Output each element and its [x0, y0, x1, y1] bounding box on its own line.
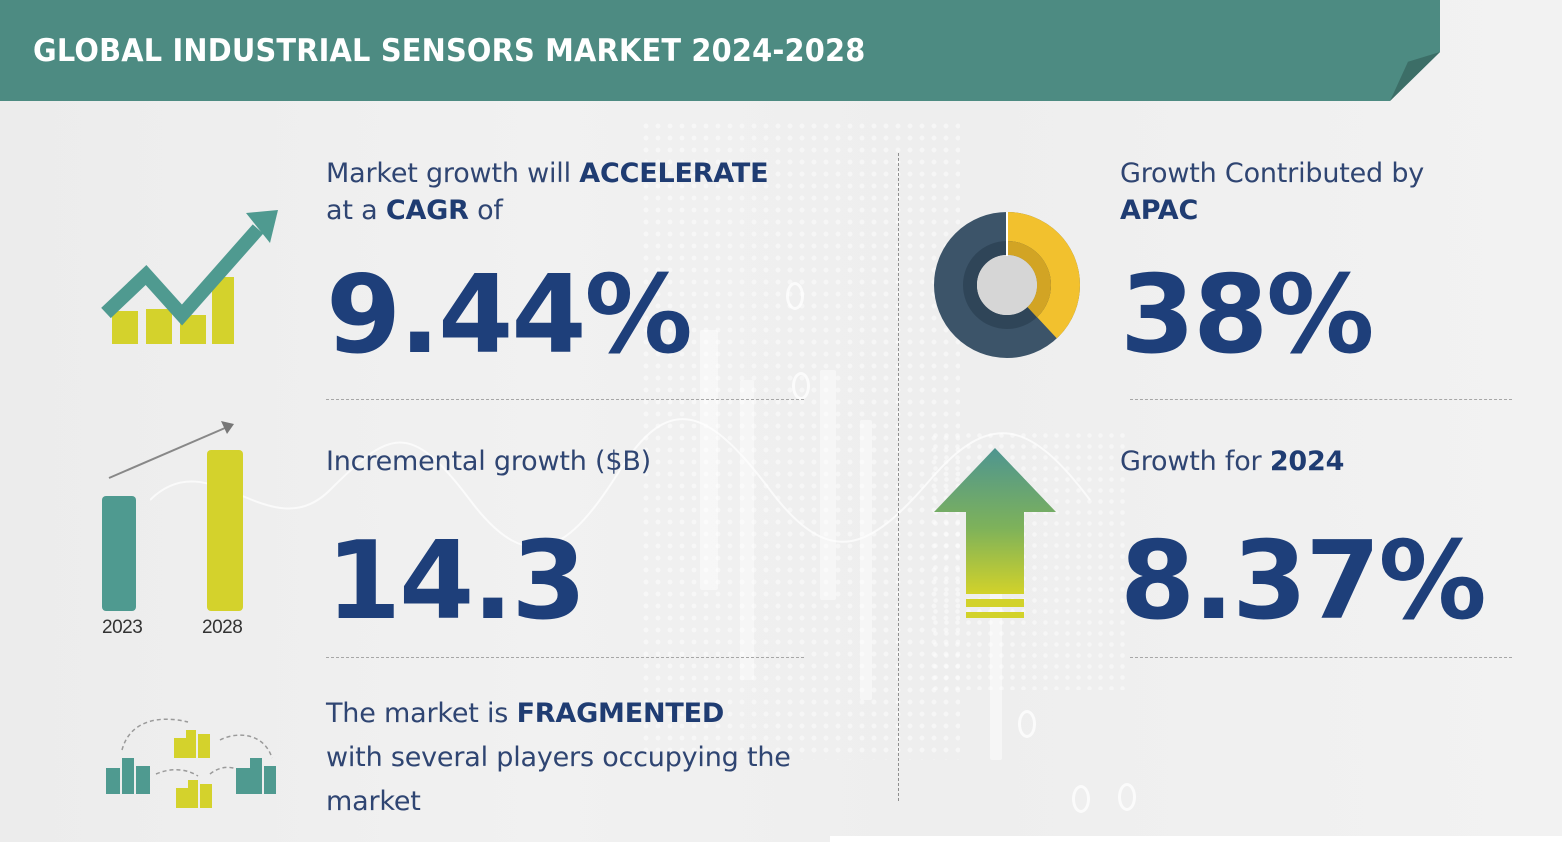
incremental-label: Incremental growth ($B): [326, 446, 651, 477]
connected-buildings-icon: [106, 718, 276, 808]
bar-label-2028: 2028: [202, 617, 243, 638]
title-banner: [0, 0, 1440, 101]
yoy-value: 8.37%: [1120, 519, 1487, 644]
cagr-description: Market growth will ACCELERATE at a CAGR …: [326, 158, 769, 226]
yoy-description: Growth for 2024: [1120, 446, 1345, 477]
divider-cagr: [326, 399, 804, 400]
region-description: Growth Contributed by APAC: [1120, 158, 1425, 226]
bar-label-2023: 2023: [102, 617, 143, 638]
bar-comparison-icon: [102, 421, 243, 611]
divider-yoy: [1130, 657, 1512, 658]
growth-chart-arrow-icon: [101, 210, 278, 344]
fragmented-description: The market is FRAGMENTED with several pl…: [326, 698, 791, 817]
cagr-value: 9.44%: [326, 253, 693, 378]
region-value: 38%: [1120, 253, 1375, 378]
page-title: GLOBAL INDUSTRIAL SENSORS MARKET 2024-20…: [33, 33, 866, 69]
donut-chart-icon: [934, 212, 1080, 358]
divider-incremental: [326, 657, 804, 658]
divider-region: [1130, 399, 1512, 400]
incremental-value: 14.3: [326, 519, 586, 644]
up-arrow-icon: [934, 448, 1056, 618]
column-divider: [898, 153, 899, 801]
